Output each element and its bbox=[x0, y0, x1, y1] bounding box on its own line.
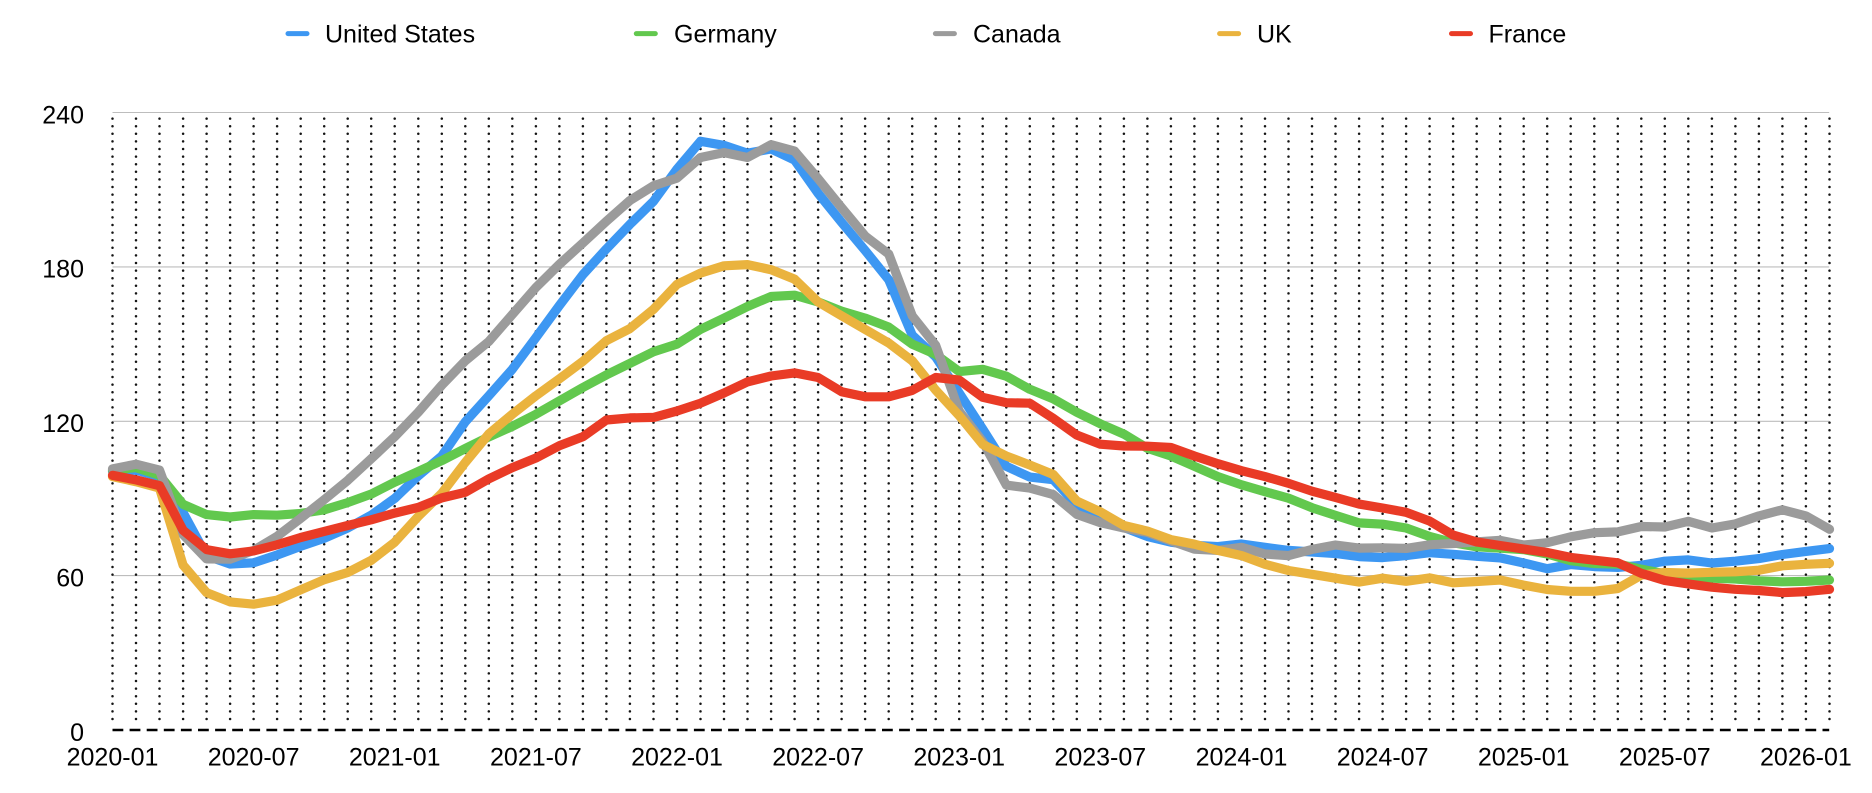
svg-text:2020-07: 2020-07 bbox=[208, 744, 300, 772]
svg-text:180: 180 bbox=[42, 256, 84, 284]
svg-text:France: France bbox=[1489, 21, 1567, 49]
svg-text:2023-07: 2023-07 bbox=[1054, 744, 1146, 772]
svg-text:2021-01: 2021-01 bbox=[349, 744, 441, 772]
svg-text:2025-07: 2025-07 bbox=[1619, 744, 1711, 772]
svg-text:60: 60 bbox=[56, 564, 84, 592]
svg-text:Canada: Canada bbox=[973, 21, 1061, 49]
svg-text:2022-07: 2022-07 bbox=[772, 744, 864, 772]
svg-text:0: 0 bbox=[70, 719, 84, 747]
svg-text:Germany: Germany bbox=[674, 21, 777, 49]
svg-text:120: 120 bbox=[42, 410, 84, 438]
svg-text:2022-01: 2022-01 bbox=[631, 744, 723, 772]
svg-text:2023-01: 2023-01 bbox=[913, 744, 1005, 772]
svg-text:2025-01: 2025-01 bbox=[1478, 744, 1570, 772]
svg-text:United States: United States bbox=[325, 21, 475, 49]
svg-text:2024-07: 2024-07 bbox=[1337, 744, 1429, 772]
svg-text:2024-01: 2024-01 bbox=[1196, 744, 1288, 772]
svg-text:UK: UK bbox=[1257, 21, 1292, 49]
svg-text:2026-01: 2026-01 bbox=[1760, 744, 1852, 772]
svg-text:2020-01: 2020-01 bbox=[67, 744, 159, 772]
svg-text:2021-07: 2021-07 bbox=[490, 744, 582, 772]
svg-text:240: 240 bbox=[42, 101, 84, 129]
